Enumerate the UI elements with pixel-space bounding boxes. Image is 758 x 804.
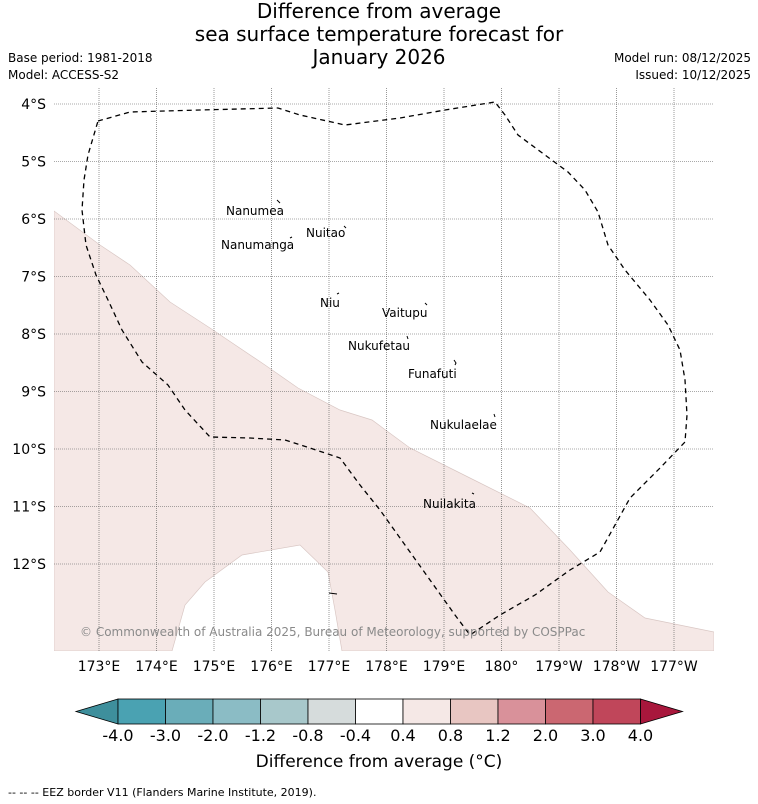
lon-label: 177°W bbox=[650, 659, 698, 675]
lon-label: 174°E bbox=[135, 659, 178, 675]
colorbar-tick-label: -2.0 bbox=[197, 726, 228, 745]
lon-label: 179°E bbox=[423, 659, 466, 675]
colorbar-swatch bbox=[497, 698, 546, 725]
colorbar-swatch bbox=[307, 698, 356, 725]
latitude-labels: 4°S 5°S 6°S 7°S 8°S 9°S 10°S 11°S 12°S bbox=[12, 97, 46, 573]
island-funafuti-shape bbox=[453, 359, 457, 366]
colorbar-swatch bbox=[165, 698, 214, 725]
lat-label: 6°S bbox=[21, 212, 46, 228]
meta-left: Base period: 1981-2018 Model: ACCESS-S2 bbox=[8, 50, 153, 84]
colorbar-tick-labels: -4.0 -3.0 -2.0 -1.2 -0.8 -0.4 0.4 0.8 1.2 2.0 3.0 4… bbox=[102, 726, 653, 745]
island-label-vaitupu: Vaitupu bbox=[382, 306, 428, 320]
island-label-nukulaelae: Nukulaelae bbox=[430, 418, 497, 432]
eez-border bbox=[81, 101, 688, 636]
colorbar-swatch bbox=[592, 698, 641, 725]
colorbar-swatch bbox=[355, 698, 404, 725]
island-label-nukufetau: Nukufetau bbox=[348, 339, 410, 353]
colorbar-tick-label: 0.8 bbox=[438, 726, 463, 745]
colorbar-swatch bbox=[450, 698, 499, 725]
lon-label: 179°W bbox=[535, 659, 583, 675]
warm-anomaly-region bbox=[54, 210, 714, 651]
island-nukufetau-shape bbox=[406, 335, 409, 340]
model-name: Model: ACCESS-S2 bbox=[8, 68, 120, 82]
lon-label: 178°E bbox=[365, 659, 408, 675]
colorbar-tick-label: -0.8 bbox=[292, 726, 323, 745]
colorbar-swatch bbox=[260, 698, 309, 725]
colorbar-tick-label: 4.0 bbox=[628, 726, 653, 745]
island-shapes bbox=[276, 199, 496, 595]
colorbar bbox=[74, 698, 684, 725]
colorbar-tick-label: 1.2 bbox=[485, 726, 510, 745]
island-nukulaelae-shape bbox=[493, 413, 496, 418]
colorbar-label: Difference from average (°C) bbox=[255, 752, 503, 772]
map-plot-area: Nanumea Nuitao Nanumanga Niu Vaitupu Nuk… bbox=[54, 88, 714, 651]
colorbar-tick-label: 2.0 bbox=[533, 726, 558, 745]
island-vaitupu-shape bbox=[424, 302, 428, 306]
colorbar-tick-label: -1.2 bbox=[245, 726, 276, 745]
island-nanumanga-shape bbox=[289, 236, 293, 239]
longitude-labels: 173°E 174°E 175°E 176°E 177°E 178°E 179°E 180° 1… bbox=[78, 659, 698, 675]
island-nuilakita-shape bbox=[471, 492, 475, 495]
lat-label: 9°S bbox=[21, 385, 46, 401]
colorbar-swatch bbox=[117, 698, 166, 725]
island-label-nuitao: Nuitao bbox=[306, 226, 345, 240]
colorbar-swatch bbox=[402, 698, 451, 725]
eez-source-note: -- -- -- EEZ border V11 (Flanders Marine… bbox=[8, 786, 317, 799]
colorbar-low-extend bbox=[74, 698, 119, 725]
island-nanumea-shape bbox=[276, 199, 281, 204]
island-labels: Nanumea Nuitao Nanumanga Niu Vaitupu Nuk… bbox=[221, 204, 497, 511]
base-period: Base period: 1981-2018 bbox=[8, 51, 153, 65]
island-label-niu: Niu bbox=[320, 296, 340, 310]
colorbar-tick-label: 3.0 bbox=[580, 726, 605, 745]
title-line-1: Difference from average bbox=[256, 0, 502, 23]
lon-label: 176°E bbox=[250, 659, 293, 675]
lon-label: 173°E bbox=[78, 659, 121, 675]
island-label-nanumanga: Nanumanga bbox=[221, 238, 294, 252]
map-title: Difference from average sea surface temp… bbox=[0, 0, 758, 69]
lat-label: 8°S bbox=[21, 327, 46, 343]
title-line-3: January 2026 bbox=[312, 45, 446, 69]
lon-label: 180° bbox=[485, 659, 519, 675]
colorbar-swatch bbox=[212, 698, 261, 725]
lat-label: 10°S bbox=[12, 442, 46, 458]
colorbar-tick-label: -4.0 bbox=[102, 726, 133, 745]
island-nuitao-shape bbox=[343, 225, 347, 229]
colorbar-tick-label: -3.0 bbox=[150, 726, 181, 745]
lat-label: 7°S bbox=[21, 270, 46, 286]
colorbar-tick-label: 0.4 bbox=[390, 726, 415, 745]
island-label-funafuti: Funafuti bbox=[408, 367, 457, 381]
lon-label: 177°E bbox=[308, 659, 351, 675]
island-label-nuilakita: Nuilakita bbox=[423, 497, 476, 511]
lon-label: 178°W bbox=[593, 659, 641, 675]
issued-date: Issued: 10/12/2025 bbox=[635, 68, 751, 82]
island-niu-shape bbox=[336, 292, 340, 295]
colorbar-tick-label: -0.4 bbox=[340, 726, 371, 745]
copyright-notice: © Commonwealth of Australia 2025, Bureau… bbox=[80, 625, 585, 639]
lat-label: 5°S bbox=[21, 155, 46, 171]
lat-label: 4°S bbox=[21, 97, 46, 113]
colorbar-swatch bbox=[545, 698, 594, 725]
title-line-2: sea surface temperature forecast for bbox=[194, 22, 564, 46]
lat-label: 12°S bbox=[12, 557, 46, 573]
model-run: Model run: 08/12/2025 bbox=[613, 51, 751, 65]
meta-right: Model run: 08/12/2025 Issued: 10/12/2025 bbox=[614, 50, 751, 84]
colorbar-high-extend bbox=[640, 698, 684, 725]
reef-shape bbox=[328, 592, 338, 595]
lon-label: 175°E bbox=[193, 659, 236, 675]
gridlines bbox=[54, 88, 714, 651]
island-label-nanumea: Nanumea bbox=[226, 204, 284, 218]
lat-label: 11°S bbox=[12, 500, 46, 516]
